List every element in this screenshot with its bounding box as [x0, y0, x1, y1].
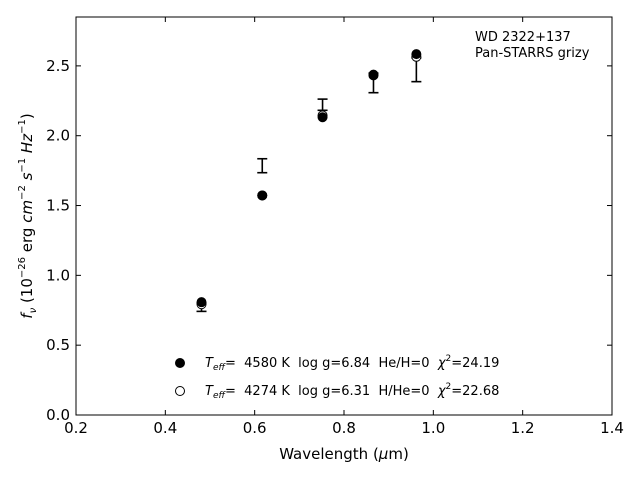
y-tick-label: 0.0: [46, 406, 70, 424]
legend: Teff= 4580 K log g=6.84 He/H=0 χ2=24.19 …: [175, 354, 499, 401]
data-marks: [196, 49, 422, 313]
x-tick-label: 1.0: [421, 419, 445, 437]
x-tick-label: 1.2: [511, 419, 535, 437]
x-tick-label: 0.6: [243, 419, 267, 437]
y-tick-label: 1.5: [46, 197, 70, 215]
legend-marker-open: [175, 386, 185, 396]
y-tick-label: 0.5: [46, 336, 70, 354]
x-tick-label: 0.4: [153, 419, 177, 437]
y-tick-label: 2.5: [46, 57, 70, 75]
x-axis-label: Wavelength (μm): [279, 445, 409, 463]
x-tick-label: 0.8: [332, 419, 356, 437]
model-point-filled: [317, 112, 328, 123]
x-tick-label: 0.2: [64, 419, 88, 437]
annotation-line-1: WD 2322+137: [475, 30, 571, 45]
model-point-filled: [257, 190, 268, 201]
legend-marker-filled: [175, 358, 185, 368]
legend-entry-1: Teff= 4580 K log g=6.84 He/H=0 χ2=24.19: [205, 354, 499, 373]
model-point-filled: [411, 49, 422, 60]
observed-errorbar: [317, 98, 328, 112]
y-tick-label: 1.0: [46, 266, 70, 284]
plot-background: [76, 17, 612, 415]
annotation-line-2: Pan-STARRS grizy: [475, 46, 590, 61]
model-point-filled: [368, 69, 379, 80]
axis-ticks: 0.2 0.4 0.6 0.8 1.0 1.2 1.4 0.0 0.5 1.0 1.5 2.0 2.5: [46, 17, 624, 437]
observed-errorbar: [257, 157, 268, 174]
legend-entry-2: Teff= 4274 K log g=6.31 H/He=0 χ2=22.68: [205, 382, 499, 401]
model-point-filled: [196, 297, 207, 308]
y-axis-label: fν (10−26 erg cm−2 s−1 Hz−1): [17, 113, 39, 318]
y-tick-label: 2.0: [46, 127, 70, 145]
x-tick-label: 1.4: [600, 419, 624, 437]
